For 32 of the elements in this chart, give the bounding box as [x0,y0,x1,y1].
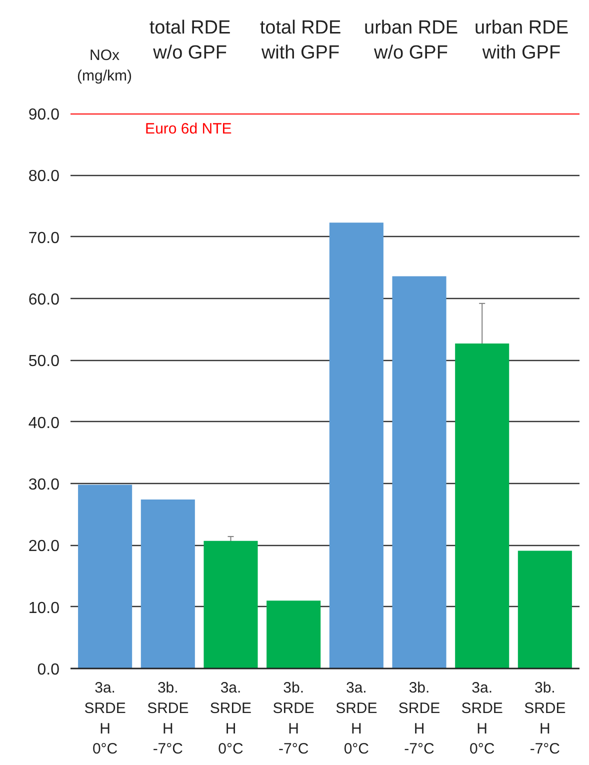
x-tick-label: 3a. SRDE H 0°C [210,680,252,758]
y-tick-label: 60.0 [28,292,60,308]
bar [140,500,195,668]
bar [329,222,384,668]
y-tick-label: 20.0 [28,538,60,556]
x-tick-label: 3b. SRDE H -7°C [398,680,440,758]
text: total RDE with GPF [260,17,342,64]
y-tick-label: 80.0 [28,168,60,186]
y-tick-label: 70.0 [28,230,60,247]
bar [266,600,321,668]
y-tick-label: 0.0 [37,662,60,678]
x-tick-label: 3a. SRDE H 0°C [461,680,503,758]
x-tick-label: 3a. SRDE H 0°C [336,680,378,758]
x-tick-label: 3b. SRDE H -7°C [272,680,314,758]
y-tick-label: 40.0 [28,414,60,432]
x-tick-label: 3b. SRDE H -7°C [147,680,189,758]
ref-line-label: Euro 6d NTE [145,120,232,138]
text: urban RDE w/o GPF [364,17,458,64]
text: total RDE w/o GPF [149,17,231,64]
y-tick-label: 90.0 [28,106,60,124]
text: urban RDE with GPF [474,17,568,64]
bar [78,484,132,668]
y-tick-label: 10.0 [28,600,60,617]
y-tick-label: 50.0 [28,353,60,370]
x-tick-label: 3b. SRDE H -7°C [524,680,566,758]
bar [392,276,446,668]
y-axis-title: NOx (mg/km) [77,47,132,84]
bar [204,540,258,668]
x-tick-label: 3a. SRDE H 0°C [84,680,126,758]
bar [518,550,572,668]
bar [455,344,510,668]
y-tick-label: 30.0 [28,476,60,494]
